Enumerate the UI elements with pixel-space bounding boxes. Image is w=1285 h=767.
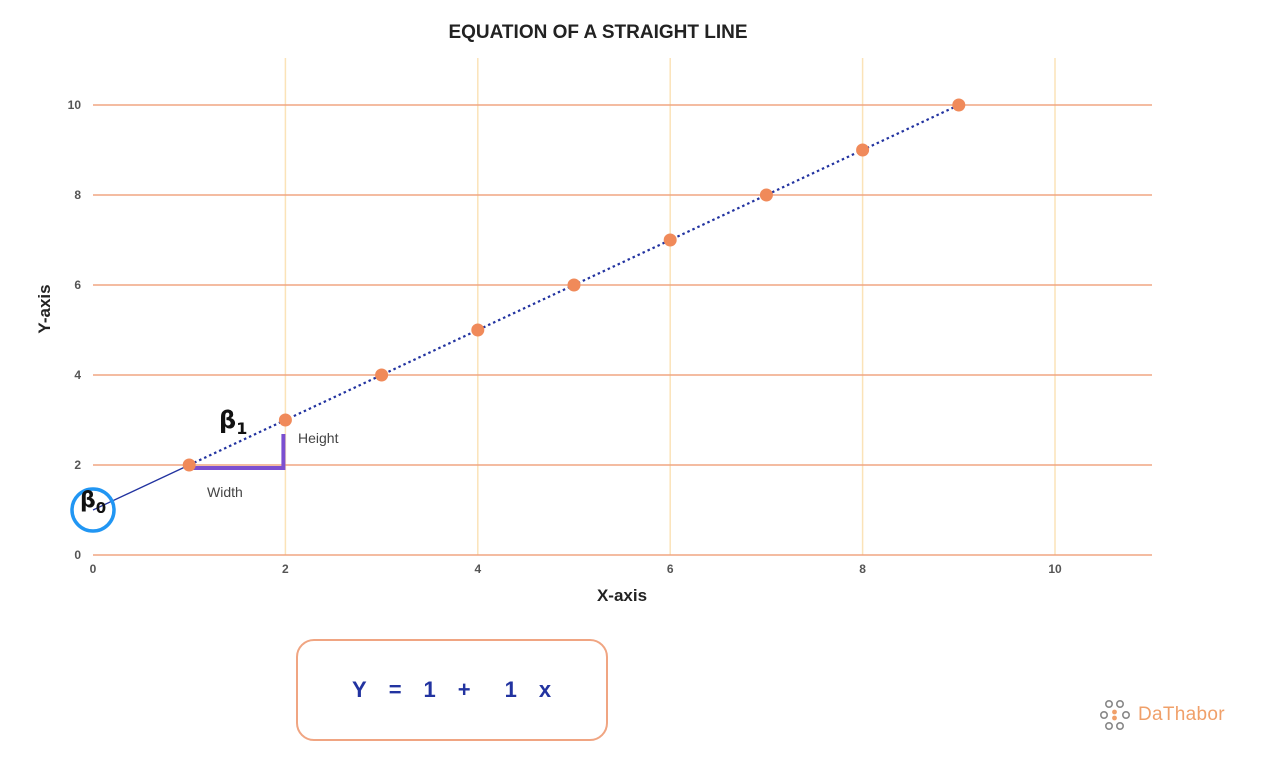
equation-intercept: 1 bbox=[423, 677, 436, 702]
equation-slope: 1 bbox=[504, 677, 517, 702]
equation-plus: + bbox=[457, 677, 471, 702]
annotations bbox=[70, 434, 286, 533]
data-point bbox=[182, 458, 196, 472]
x-tick-label: 4 bbox=[474, 562, 481, 576]
data-point bbox=[663, 233, 677, 247]
intercept-beta-label: β0 bbox=[80, 488, 106, 517]
data-point bbox=[567, 278, 581, 292]
y-tick-label: 6 bbox=[74, 278, 81, 292]
x-tick-label: 2 bbox=[282, 562, 289, 576]
x-tick-label: 6 bbox=[667, 562, 674, 576]
y-axis-label: Y-axis bbox=[35, 284, 54, 333]
logo-text: DaThabor bbox=[1138, 704, 1225, 725]
grid bbox=[93, 58, 1152, 556]
dathabor-logo: DaThabor bbox=[1100, 697, 1225, 733]
height-label: Height bbox=[298, 430, 339, 446]
y-tick-label: 2 bbox=[74, 458, 81, 472]
width-label: Width bbox=[207, 484, 243, 500]
equation-y: Y bbox=[352, 677, 367, 702]
y-tick-label: 8 bbox=[74, 188, 81, 202]
y-tick-label: 4 bbox=[74, 368, 81, 382]
chart-title: EQUATION OF A STRAIGHT LINE bbox=[448, 22, 747, 43]
data-point bbox=[952, 98, 966, 112]
x-tick-label: 8 bbox=[859, 562, 866, 576]
equation-equals: = bbox=[388, 677, 402, 702]
y-tick-label: 0 bbox=[74, 548, 81, 562]
slope-beta-label: β1 bbox=[219, 406, 247, 438]
data-point bbox=[278, 413, 292, 427]
data-points bbox=[182, 98, 966, 472]
y-tick-label: 10 bbox=[68, 98, 82, 112]
data-point bbox=[471, 323, 485, 337]
data-point bbox=[759, 188, 773, 202]
intercept-segment bbox=[92, 464, 190, 511]
data-point bbox=[856, 143, 870, 157]
axes: 0 2 4 6 8 10 0 2 4 6 8 10 bbox=[68, 98, 1062, 576]
regression-line-layer bbox=[92, 104, 960, 511]
x-tick-label: 10 bbox=[1048, 562, 1062, 576]
x-tick-label: 0 bbox=[90, 562, 97, 576]
data-point bbox=[375, 368, 389, 382]
intercept-circle bbox=[70, 487, 116, 533]
equation-x: x bbox=[538, 677, 552, 702]
equation-box: Y = 1 + 1 x bbox=[296, 639, 608, 741]
logo-dots-icon bbox=[1100, 699, 1130, 730]
x-axis-label: X-axis bbox=[597, 586, 647, 605]
